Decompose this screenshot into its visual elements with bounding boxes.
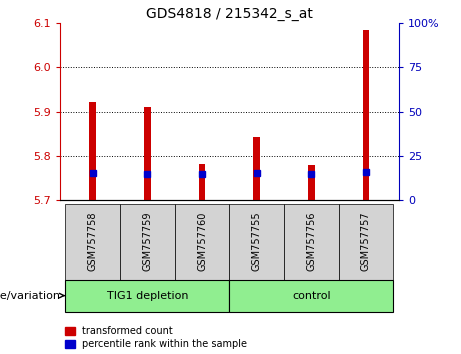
Title: GDS4818 / 215342_s_at: GDS4818 / 215342_s_at (146, 7, 313, 21)
Text: GSM757759: GSM757759 (142, 212, 153, 272)
Bar (120, 204, 175, 280)
Bar (284, 204, 339, 280)
Bar (65, 280, 230, 312)
Bar (229, 204, 284, 280)
Text: genotype/variation: genotype/variation (0, 291, 64, 301)
Bar (229, 280, 393, 312)
Bar (254, 137, 260, 200)
Text: TIG1 depletion: TIG1 depletion (106, 291, 188, 301)
Bar (363, 30, 369, 200)
Text: GSM757755: GSM757755 (252, 212, 262, 272)
Text: GSM757758: GSM757758 (88, 212, 98, 272)
Text: GSM757756: GSM757756 (306, 212, 316, 272)
Text: GSM757760: GSM757760 (197, 212, 207, 271)
Legend: transformed count, percentile rank within the sample: transformed count, percentile rank withi… (65, 326, 247, 349)
Bar (175, 204, 230, 280)
Bar (144, 107, 151, 200)
Bar (308, 165, 314, 200)
Bar (199, 164, 205, 200)
Text: control: control (292, 291, 331, 301)
Bar (65, 204, 120, 280)
Bar (89, 102, 96, 200)
Bar (339, 204, 393, 280)
Text: GSM757757: GSM757757 (361, 212, 371, 272)
